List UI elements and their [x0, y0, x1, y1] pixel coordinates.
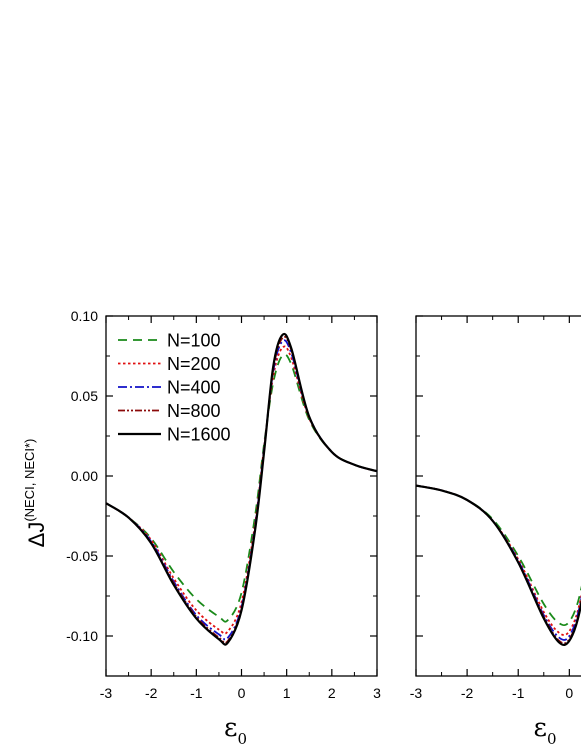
series-line-n-1600 [106, 332, 377, 646]
x-tick-label: 0 [565, 685, 573, 701]
legend-label: N=800 [167, 401, 221, 421]
x-tick-label: 2 [328, 685, 336, 701]
series-line-3 [416, 484, 581, 645]
series-line-n-800 [106, 335, 377, 644]
x-tick-label: 1 [283, 685, 291, 701]
y-tick-label: 0.00 [71, 468, 98, 484]
legend-label: N=1600 [167, 425, 231, 445]
x-tick-label: -3 [410, 685, 423, 701]
series-group [106, 332, 377, 646]
legend: N=100 N=200 N=400 N=800 N=1600 [118, 331, 231, 445]
series-line-1 [416, 484, 581, 636]
legend-label: N=100 [167, 331, 221, 351]
legend-label: N=400 [167, 378, 221, 398]
left-panel: -3 -2 -1 0 1 2 3 -0.10 -0.05 0.00 0.05 0.10 N=100 N=2… [22, 308, 381, 748]
x-axis-title: ε0 [224, 713, 247, 748]
x-tick-label: -2 [461, 685, 474, 701]
series-group [416, 484, 581, 646]
y-axis-title: ΔJ(NECI, NECI*) [22, 439, 49, 548]
x-tick-label: 3 [373, 685, 381, 701]
series-line-n-200 [106, 345, 377, 635]
plot-frame [415, 315, 581, 677]
y-tick-label: 0.10 [71, 308, 98, 324]
x-tick-label: -1 [190, 685, 203, 701]
y-tick-label: -0.05 [66, 548, 98, 564]
plot-frame [105, 315, 378, 677]
x-axis-title: ε0 [533, 713, 556, 748]
right-panel: -3 -2 -1 0 ε0 [410, 315, 581, 748]
x-tick-label: -1 [512, 685, 525, 701]
series-line-n-100 [106, 353, 377, 623]
x-tick-label: -3 [100, 685, 113, 701]
x-tick-label: 0 [238, 685, 246, 701]
x-tick-label: -2 [145, 685, 158, 701]
series-line-0 [416, 484, 581, 627]
series-line-4 [416, 484, 581, 646]
y-tick-label: 0.05 [71, 388, 98, 404]
series-line-2 [416, 484, 581, 641]
legend-label: N=200 [167, 354, 221, 374]
y-tick-label: -0.10 [66, 628, 98, 644]
